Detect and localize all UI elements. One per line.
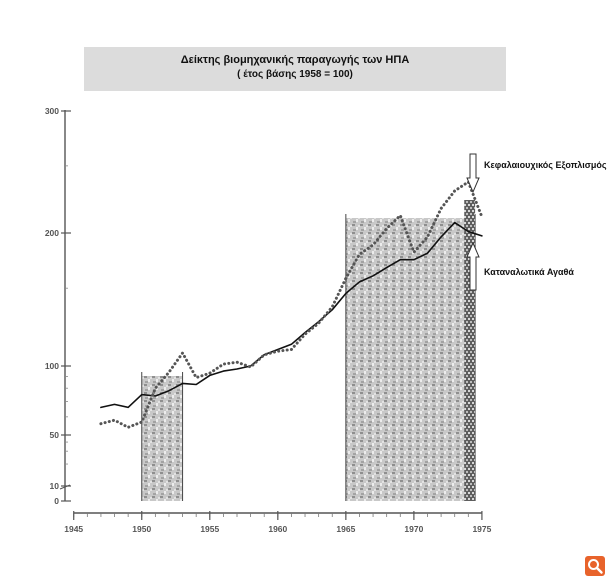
y-tick-label-50: 50 bbox=[50, 430, 60, 440]
y-tick-label-300: 300 bbox=[45, 106, 59, 116]
chart-title: Δείκτης βιομηχανικής παραγωγής των ΗΠΑ bbox=[180, 54, 410, 66]
series-layer bbox=[99, 180, 484, 429]
arrow-up-icon bbox=[466, 241, 480, 291]
x-tick-label-1945: 1945 bbox=[64, 524, 83, 534]
arrow-down-icon bbox=[466, 153, 480, 194]
series-line-consumer-goods bbox=[100, 221, 483, 409]
shaded-periods bbox=[141, 200, 476, 501]
annotation-label-capital-equipment: Κεφαλαιουχικός Εξοπλισμός bbox=[484, 160, 607, 170]
y-tick-label-0: 0 bbox=[54, 496, 59, 506]
annotation-label-consumer-goods: Καταναλωτικά Αγαθά bbox=[484, 267, 574, 277]
x-tick-label-1960: 1960 bbox=[268, 524, 287, 534]
shaded-period-2-dark-band bbox=[464, 200, 476, 501]
y-tick-label-200: 200 bbox=[45, 228, 59, 238]
chart-subtitle: ( έτος βάσης 1958 = 100) bbox=[237, 69, 353, 80]
y-tick-label-10: 10 bbox=[50, 481, 60, 491]
x-tick-label-1975: 1975 bbox=[472, 524, 491, 534]
axes: 0 10 50 100 200 300 1945 1950 1955 1960 1965 1970 19… bbox=[45, 106, 492, 534]
x-tick-label-1955: 1955 bbox=[200, 524, 219, 534]
series-line-capital-equipment bbox=[99, 180, 484, 429]
x-tick-label-1970: 1970 bbox=[404, 524, 423, 534]
x-tick-label-1950: 1950 bbox=[132, 524, 151, 534]
y-tick-label-100: 100 bbox=[45, 361, 59, 371]
title-box: Δείκτης βιομηχανικής παραγωγής των ΗΠΑ (… bbox=[84, 47, 506, 91]
x-tick-label-1965: 1965 bbox=[336, 524, 355, 534]
shaded-period-2 bbox=[345, 218, 476, 501]
annotation-arrows bbox=[466, 153, 480, 291]
shaded-period-1 bbox=[141, 376, 183, 501]
magnifier-icon bbox=[585, 556, 605, 576]
